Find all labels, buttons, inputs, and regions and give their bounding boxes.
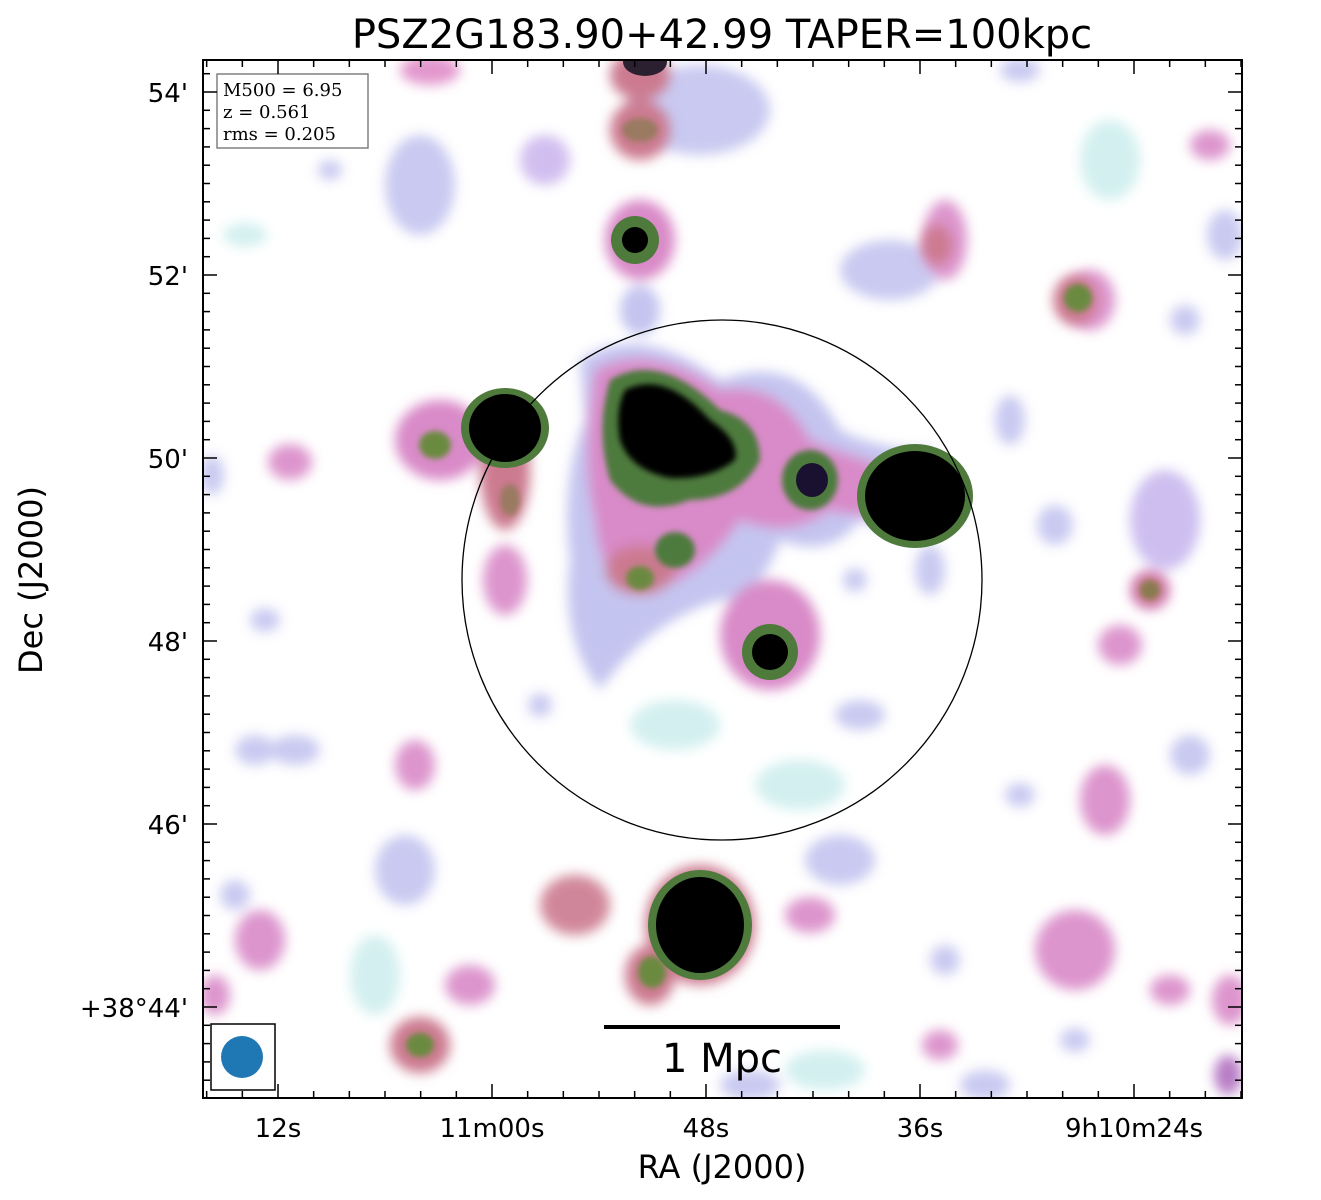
info-rms: rms = 0.205 [223, 124, 336, 145]
info-redshift: z = 0.561 [223, 102, 311, 123]
y-tick-label: 48' [148, 628, 188, 658]
scale-bar-label: 1 Mpc [662, 1036, 782, 1082]
x-tick-label: 12s [255, 1114, 302, 1144]
x-axis-label: RA (J2000) [638, 1148, 807, 1186]
info-box: M500 = 6.95 z = 0.561 rms = 0.205 [216, 73, 369, 149]
x-tick-label: 11m00s [439, 1114, 544, 1144]
y-tick-labels: 54' 52' 50' 48' 46' +38°44' [80, 79, 188, 1024]
y-tick-label: +38°44' [80, 994, 188, 1024]
emission-map [203, 60, 1242, 1098]
info-mass: M500 = 6.95 [223, 80, 342, 101]
plot-title: PSZ2G183.90+42.99 TAPER=100kpc [352, 12, 1092, 58]
r500-circle [461, 319, 983, 841]
plot-frame [202, 59, 1243, 1099]
y-tick-label: 46' [148, 811, 188, 841]
beam-indicator [210, 1023, 276, 1091]
x-tick-labels: 12s 11m00s 48s 36s 9h10m24s [255, 1114, 1203, 1144]
source-cores [461, 60, 973, 980]
y-axis-label: Dec (J2000) [12, 486, 50, 674]
y-tick-label: 50' [148, 445, 188, 475]
x-tick-label: 9h10m24s [1065, 1114, 1203, 1144]
y-tick-label: 54' [148, 79, 188, 109]
y-tick-label: 52' [148, 262, 188, 292]
x-tick-label: 48s [683, 1114, 730, 1144]
x-tick-label: 36s [897, 1114, 944, 1144]
axis-ticks [203, 60, 1242, 1098]
